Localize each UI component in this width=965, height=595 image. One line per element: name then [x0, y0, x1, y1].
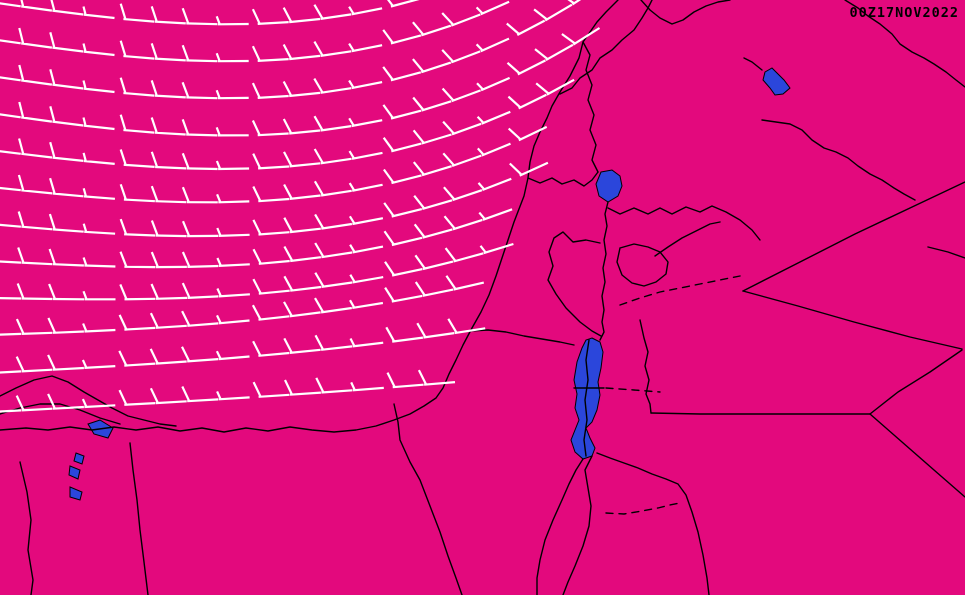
lebanon-east-border [582, 41, 599, 173]
iraq-saudi-arm-lower [869, 349, 963, 415]
saudi-border-diagonal [869, 413, 965, 498]
jordan-east-border [639, 319, 652, 414]
arava-border-east [562, 455, 593, 595]
lake-sea-of-galilee [595, 169, 623, 203]
lebanon-south-border [527, 171, 599, 187]
syria-jordan-border [607, 205, 761, 241]
saudi-border-horizontal [650, 412, 871, 415]
lake-bitter-lake-south [69, 486, 83, 501]
west-bank-boundary [547, 231, 602, 337]
egypt-israel-border [393, 403, 463, 595]
iraq-border-fragment [927, 246, 965, 259]
lake-dead-sea [570, 337, 604, 460]
nile-river [19, 461, 34, 595]
lebanon-syria-border [559, 0, 653, 95]
ajloun-loop [616, 243, 669, 287]
suez-canal-line [129, 442, 149, 595]
euphrates-river [844, 0, 965, 88]
jordan-river [599, 201, 609, 341]
lake-lake-timsah [73, 452, 85, 465]
lake-lake-homs [762, 67, 791, 96]
wadi-sirhan-dashes [605, 502, 681, 515]
jordan-saudi-border-west [596, 452, 710, 595]
timestamp-label: 00Z17NOV2022 [849, 5, 959, 21]
arava-border-west [536, 458, 584, 595]
jordan-iraq-border [742, 290, 963, 350]
lake-bitter-lake-north [68, 465, 81, 480]
jabal-druze-line [654, 221, 721, 257]
syria-iraq-border [742, 181, 965, 292]
green-line-negev [469, 329, 575, 346]
nile-delta-inner [0, 403, 121, 425]
syria-north-border [640, 0, 731, 25]
wind-barbs [0, 0, 601, 413]
mediterranean-coast [0, 0, 619, 433]
lake-homs-stream [743, 57, 763, 71]
khabur-river [761, 119, 916, 201]
nile-delta-coast [0, 375, 177, 427]
dead-sea-mid-border [583, 339, 590, 457]
wadi-mujib-dashes [605, 387, 661, 393]
